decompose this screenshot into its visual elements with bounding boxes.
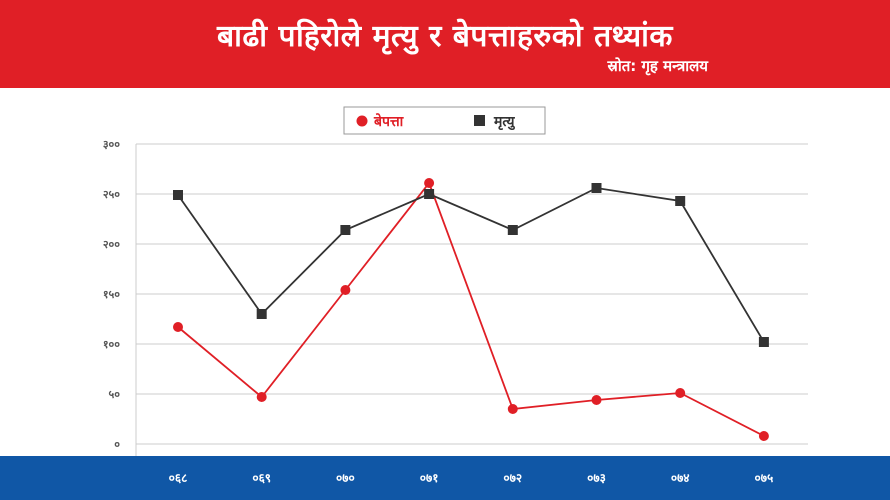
y-tick-label: २५०	[103, 188, 120, 201]
x-tick-label: ०७४	[671, 471, 690, 485]
legend-label-deaths: मृत्यु	[493, 114, 516, 131]
footer-band	[0, 456, 890, 500]
legend: बेपत्ता मृत्यु	[343, 106, 546, 135]
y-tick-label: २००	[103, 238, 120, 251]
legend-marker-deaths	[474, 115, 485, 126]
series-line	[177, 187, 765, 343]
y-tick-label: १५०	[103, 288, 120, 301]
data-point	[173, 322, 183, 332]
y-tick-label: ०	[114, 438, 120, 451]
x-tick-label: ०७१	[420, 471, 439, 485]
data-point	[424, 178, 435, 188]
legend-marker-missing	[356, 115, 368, 127]
y-axis-ticks: ० ५० १०० १५० २०० २५० ३००	[103, 138, 120, 451]
data-point	[340, 285, 351, 295]
x-tick-label: ०७२	[503, 471, 522, 485]
data-point	[758, 431, 769, 441]
data-point	[758, 337, 769, 347]
legend-box	[343, 106, 546, 135]
data-point	[173, 190, 183, 200]
x-tick-label: ०६८	[169, 471, 188, 485]
data-point	[507, 225, 518, 235]
data-point	[424, 189, 435, 199]
x-tick-label: ०६९	[252, 471, 271, 485]
data-point	[256, 392, 267, 402]
data-point	[591, 395, 602, 405]
source-label: स्रोत: गृह मन्त्रालय	[607, 57, 708, 75]
y-tick-label: ५०	[109, 388, 121, 401]
legend-label-missing: बेपत्ता	[373, 113, 405, 130]
data-point	[675, 388, 686, 398]
x-tick-label: ०७५	[755, 471, 774, 485]
x-tick-label: ०७०	[336, 471, 355, 485]
header-banner: बाढी पहिरोले मृत्यु र बेपत्ताहरुको तथ्या…	[0, 0, 890, 88]
data-point	[591, 183, 602, 193]
data-point	[507, 404, 518, 414]
data-point	[340, 225, 351, 235]
x-axis-ticks: ०६८ ०६९ ०७० ०७१ ०७२ ०७३ ०७४ ०७५	[169, 471, 774, 485]
data-point	[675, 196, 686, 206]
data-point	[256, 309, 267, 319]
y-tick-label: ३००	[103, 138, 120, 151]
y-tick-label: १००	[103, 338, 120, 351]
x-tick-label: ०७३	[587, 471, 606, 485]
series-line	[177, 181, 765, 437]
series-group	[173, 178, 769, 441]
chart-title: बाढी पहिरोले मृत्यु र बेपत्ताहरुको तथ्या…	[217, 19, 673, 54]
